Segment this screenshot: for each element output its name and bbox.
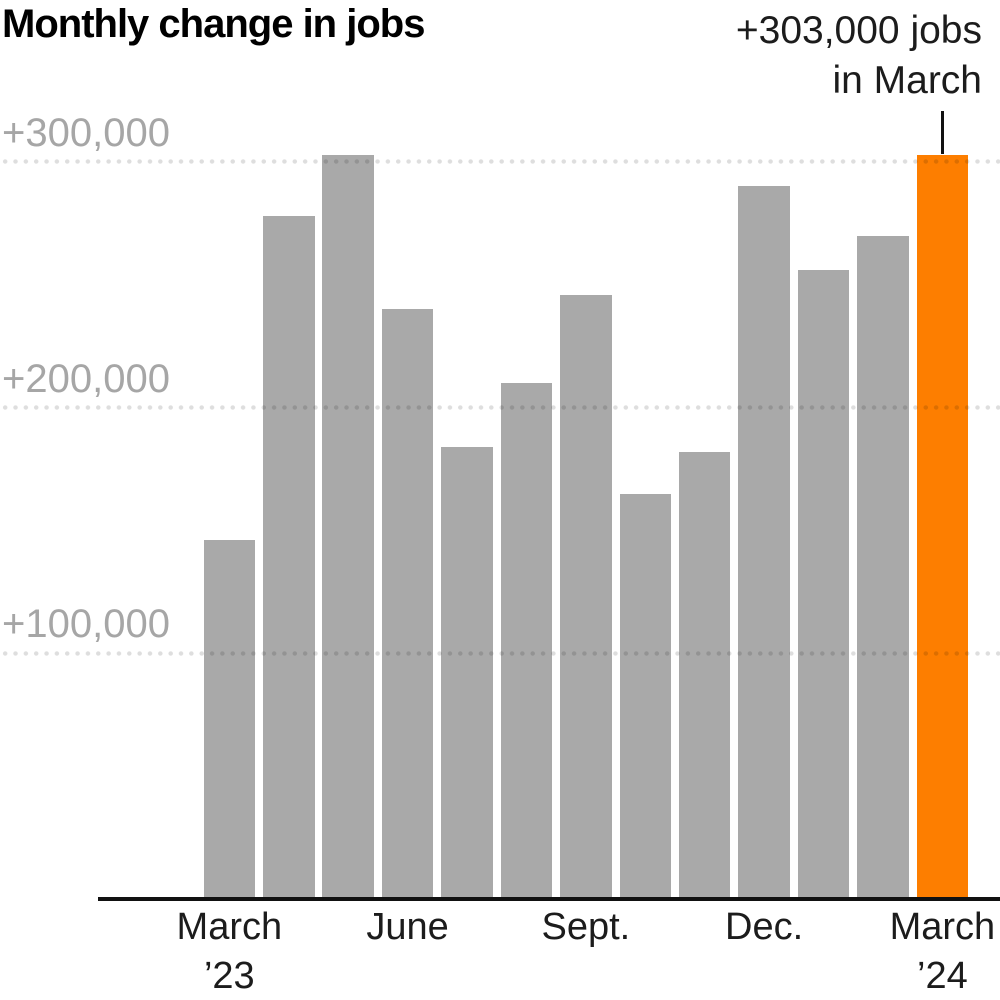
bar-march-23: [203, 540, 256, 899]
x-axis-label-line1: Sept.: [541, 906, 631, 948]
x-axis-label-march-24: March ’24: [890, 903, 996, 1000]
bar-april-23: [263, 215, 315, 899]
annotation-line-1: +303,000 jobs: [735, 9, 982, 52]
y-axis-label-300-000: +300,000: [2, 110, 170, 155]
x-axis-label-june: June: [366, 903, 448, 952]
bar-january-24: [797, 270, 850, 899]
y-axis-label-100-000: +100,000: [2, 602, 170, 647]
bar-may-23: [322, 154, 374, 899]
x-axis-label-march-23: March ’23: [177, 903, 283, 1000]
gridline-200-000: [0, 405, 1000, 411]
bar-march-24: [916, 154, 969, 899]
x-axis-label-dec: Dec.: [725, 903, 803, 952]
bar-october-23: [619, 493, 672, 899]
x-axis-label-line2: ’23: [203, 955, 255, 997]
bar-november-23: [678, 451, 731, 899]
bar-august-23: [500, 383, 553, 899]
x-axis-label-line1: June: [366, 906, 449, 948]
chart-title: Monthly change in jobs: [2, 2, 425, 46]
x-axis-line: [98, 897, 1000, 901]
annotation-callout-line: [941, 111, 944, 154]
bar-june-23: [381, 309, 434, 899]
x-axis-label-line2: ’24: [917, 955, 968, 997]
bar-february-24: [857, 235, 909, 899]
x-axis-label-line1: March: [889, 906, 996, 948]
x-axis-label-sept: Sept.: [541, 903, 630, 952]
x-axis-label-line1: Dec.: [725, 906, 804, 948]
y-axis-label-200-000: +200,000: [2, 356, 170, 401]
bar-september-23: [560, 294, 612, 899]
x-axis-label-line1: March: [176, 906, 283, 948]
highlight-annotation: +303,000 jobs in March: [736, 6, 982, 106]
gridline-300-000: [0, 159, 1000, 165]
gridline-100-000: [0, 650, 1000, 656]
annotation-line-2: in March: [832, 59, 982, 102]
bar-december-23: [738, 186, 790, 899]
bar-july-23: [441, 446, 493, 899]
